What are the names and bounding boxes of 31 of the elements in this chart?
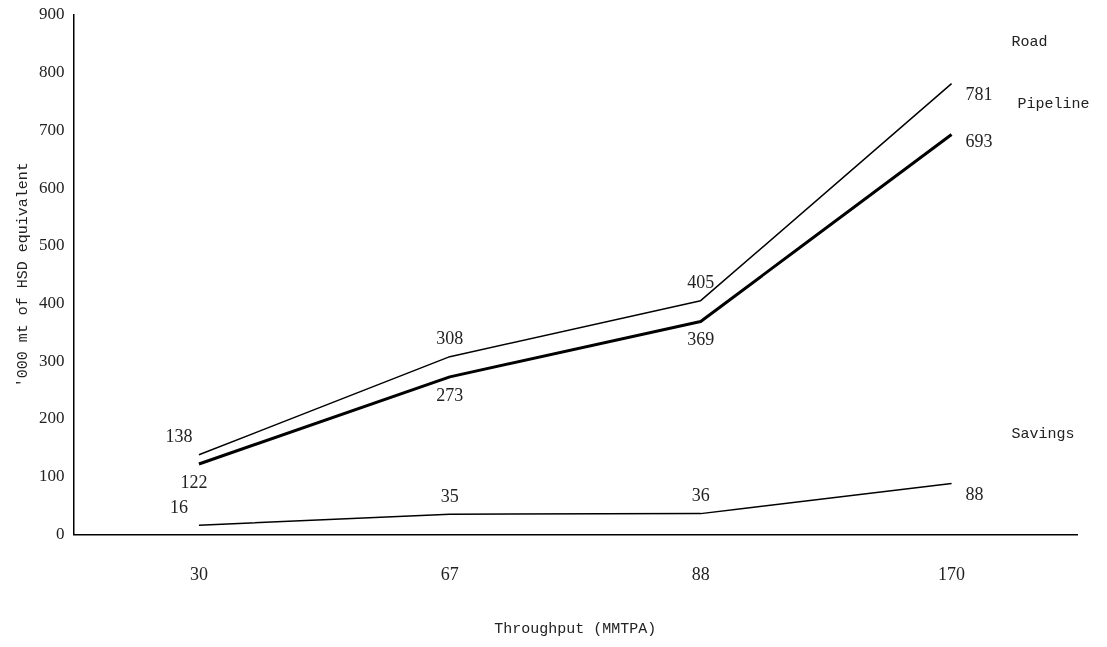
text: Road <box>1011 33 1048 51</box>
y-tick-label: 500 <box>39 235 65 255</box>
y-tick-label: 300 <box>39 350 65 370</box>
data-label: 273 <box>436 384 464 405</box>
data-label: 308 <box>436 328 464 349</box>
text: Pipeline <box>1017 96 1090 114</box>
data-label: 35 <box>440 485 459 506</box>
data-label: 138 <box>165 426 193 447</box>
x-tick-label: 30 <box>189 563 208 584</box>
x-tick-label: 170 <box>938 563 966 584</box>
x-tick-label: 88 <box>691 563 710 584</box>
data-label: 405 <box>687 272 715 293</box>
text: Savings <box>1011 425 1075 443</box>
data-label: 36 <box>691 485 710 506</box>
data-label: 693 <box>965 131 993 152</box>
y-tick-label: 700 <box>39 119 65 139</box>
x-tick-label: 67 <box>440 563 459 584</box>
y-tick-label: 200 <box>39 408 65 428</box>
y-tick-label: 800 <box>39 62 65 82</box>
y-axis-title: '000 mt of HSD equivalent <box>14 162 32 388</box>
y-tick-label: 100 <box>39 466 65 486</box>
data-label: 88 <box>965 484 984 505</box>
data-label: 16 <box>169 496 188 517</box>
data-label: 369 <box>687 329 715 350</box>
y-tick-label: 900 <box>39 4 65 24</box>
y-tick-label: 400 <box>39 293 65 313</box>
x-axis-title: Throughput (MMTPA) <box>494 620 657 638</box>
y-tick-label: 0 <box>56 523 65 543</box>
y-tick-label: 600 <box>39 177 65 197</box>
data-label: 122 <box>180 471 208 492</box>
data-label: 781 <box>965 84 993 105</box>
